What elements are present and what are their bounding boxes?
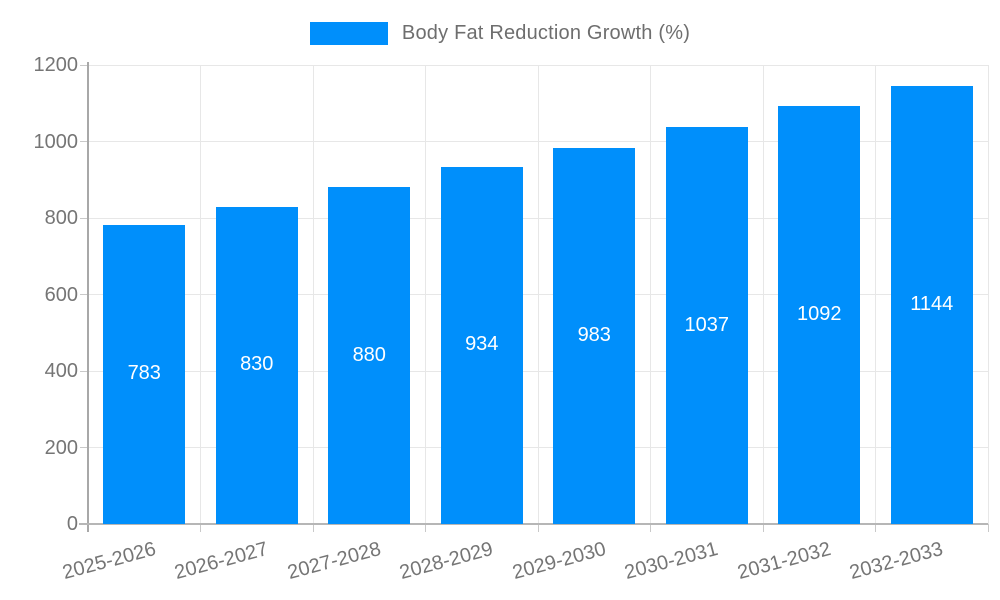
y-axis-tick-label: 600 [44, 283, 78, 306]
legend[interactable]: Body Fat Reduction Growth (%) [0, 18, 1000, 48]
y-axis-tick [80, 141, 88, 142]
y-axis-tick [80, 370, 88, 372]
y-axis-tick-label: 0 [66, 513, 78, 535]
x-axis-category-label: 2029-2030 [509, 538, 608, 585]
bar[interactable] [103, 224, 186, 524]
vertical-gridline [650, 65, 651, 524]
bar[interactable] [890, 86, 973, 524]
y-axis-tick-label: 400 [44, 360, 78, 382]
x-axis-category-label: 2025-2026 [59, 538, 158, 585]
bar[interactable] [553, 148, 636, 524]
y-axis-tick [80, 447, 88, 448]
y-axis-tick-label: 1200 [33, 54, 79, 76]
y-axis-tick [80, 294, 88, 295]
bar[interactable] [665, 127, 748, 524]
vertical-gridline [987, 65, 989, 524]
bar[interactable] [440, 166, 523, 524]
legend-swatch [309, 21, 388, 45]
x-axis-tick [762, 524, 764, 532]
bar[interactable] [215, 206, 298, 524]
y-axis-tick [80, 64, 88, 66]
vertical-gridline [762, 65, 764, 524]
x-axis-tick [200, 524, 201, 532]
x-axis-tick [425, 524, 426, 532]
y-axis-tick-label: 200 [44, 436, 78, 459]
x-axis-category-label: 2030-2031 [622, 538, 721, 585]
x-axis-tick [312, 524, 314, 532]
vertical-gridline [312, 65, 314, 524]
legend-label: Body Fat Reduction Growth (%) [401, 21, 691, 44]
bar[interactable] [778, 106, 861, 524]
y-axis-tick [80, 217, 88, 219]
x-axis-line [79, 523, 988, 525]
x-axis-tick [875, 524, 876, 532]
y-axis-tick-label: 1000 [33, 130, 79, 153]
x-axis-category-label: 2028-2029 [397, 538, 496, 585]
x-axis-category-label: 2032-2033 [847, 538, 946, 585]
y-axis-tick-label: 800 [44, 207, 78, 229]
y-axis-line [87, 62, 89, 532]
x-axis-tick [650, 524, 651, 532]
x-axis-category-label: 2026-2027 [172, 538, 271, 585]
x-axis-category-label: 2027-2028 [284, 538, 383, 585]
vertical-gridline [537, 65, 539, 524]
vertical-gridline [200, 65, 201, 524]
vertical-gridline [875, 65, 876, 524]
bar[interactable] [328, 187, 411, 524]
vertical-gridline [425, 65, 426, 524]
x-axis-tick [537, 524, 539, 532]
x-axis-tick [987, 524, 989, 532]
x-axis-category-label: 2031-2032 [734, 538, 833, 585]
